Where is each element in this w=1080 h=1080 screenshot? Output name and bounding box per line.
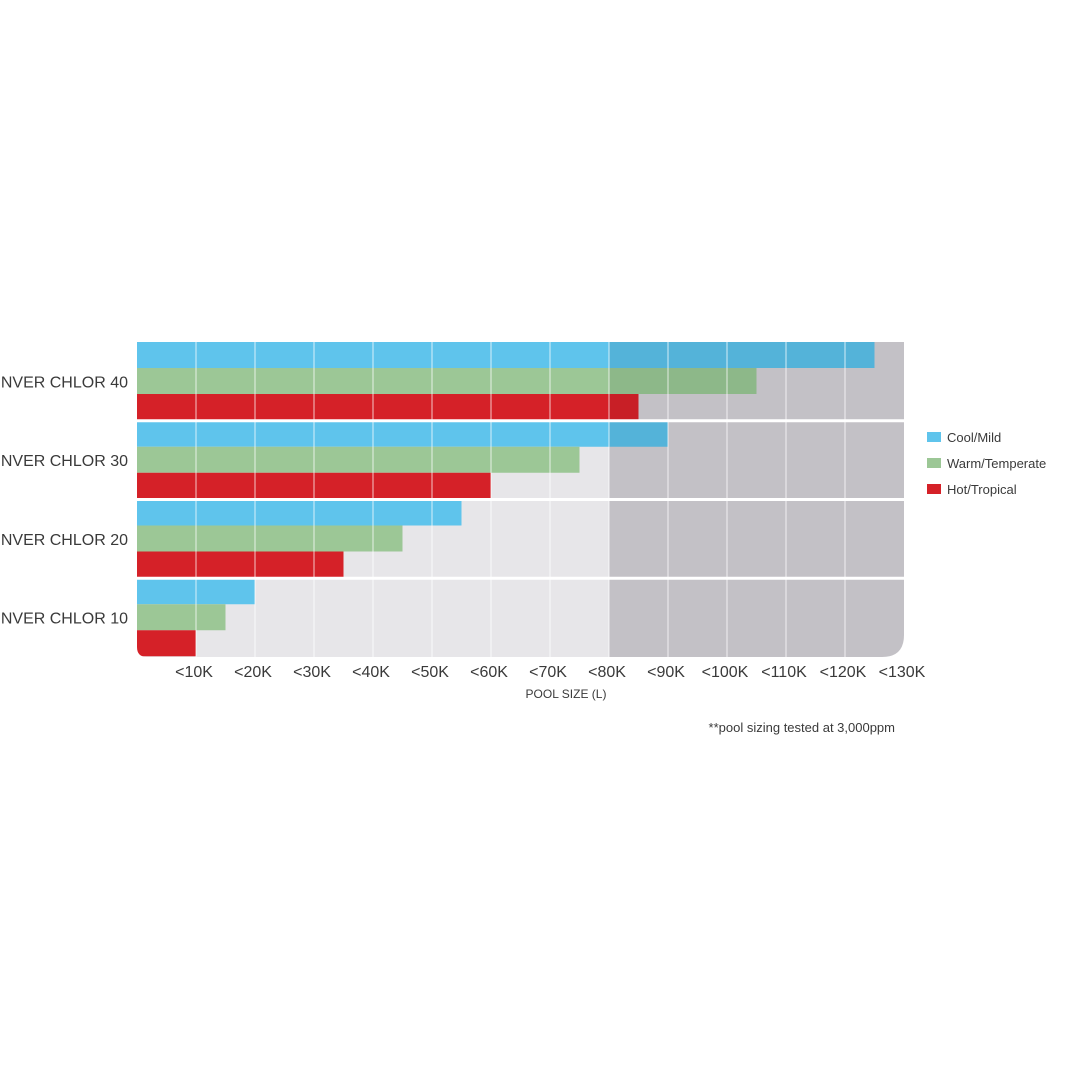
x-tick-label: <30K	[293, 664, 331, 681]
bar-warm-temperate-inver-chlor-30	[137, 446, 580, 473]
x-tick-label: <50K	[411, 664, 449, 681]
x-tick-label: <90K	[647, 664, 685, 681]
bar-hot-tropical-inver-chlor-10	[137, 630, 196, 657]
model-label: INVER CHLOR 30	[0, 453, 128, 470]
legend-swatch	[927, 458, 941, 468]
x-tick-label: <120K	[820, 664, 867, 681]
x-tick-labels: <10K <20K <30K <40K <50K <60K <70K <80K <90K <100…	[175, 664, 926, 681]
model-label: INVER CHLOR 40	[0, 374, 128, 391]
bar-overflow-cool-mild-inver-chlor-40	[609, 342, 875, 368]
x-tick-label: <60K	[470, 664, 508, 681]
bar-cool-mild-inver-chlor-20	[137, 499, 462, 526]
x-tick-label: <70K	[529, 664, 567, 681]
bar-overflow-warm-temperate-inver-chlor-40	[609, 368, 757, 394]
x-tick-label: <80K	[588, 664, 626, 681]
bar-warm-temperate-inver-chlor-20	[137, 525, 403, 552]
x-axis-title: POOL SIZE (L)	[526, 687, 607, 701]
legend-label: Cool/Mild	[947, 430, 1001, 445]
bar-warm-temperate-inver-chlor-10	[137, 604, 226, 631]
footnote: **pool sizing tested at 3,000ppm	[709, 720, 895, 735]
legend-label: Warm/Temperate	[947, 456, 1046, 471]
x-tick-label: <100K	[702, 664, 749, 681]
model-label: INVER CHLOR 20	[0, 532, 128, 549]
legend-swatch	[927, 484, 941, 494]
legend: Cool/Mild Warm/Temperate Hot/Tropical	[927, 430, 1046, 497]
model-labels: INVER CHLOR 40 INVER CHLOR 30 INVER CHLOR …	[0, 374, 128, 627]
legend-label: Hot/Tropical	[947, 482, 1017, 497]
x-tick-label: <40K	[352, 664, 390, 681]
x-tick-label: <110K	[761, 664, 807, 681]
bar-hot-tropical-inver-chlor-20	[137, 551, 344, 578]
bar-overflow-hot-tropical-inver-chlor-40	[609, 394, 639, 420]
grid-lines	[137, 342, 904, 657]
x-tick-label: <130K	[879, 664, 926, 681]
x-tick-label: <20K	[234, 664, 272, 681]
x-tick-label: <10K	[175, 664, 213, 681]
legend-swatch	[927, 432, 941, 442]
corner-mask	[137, 647, 147, 657]
model-label: INVER CHLOR 10	[0, 611, 128, 628]
bar-overflow-cool-mild-inver-chlor-30	[609, 420, 668, 447]
